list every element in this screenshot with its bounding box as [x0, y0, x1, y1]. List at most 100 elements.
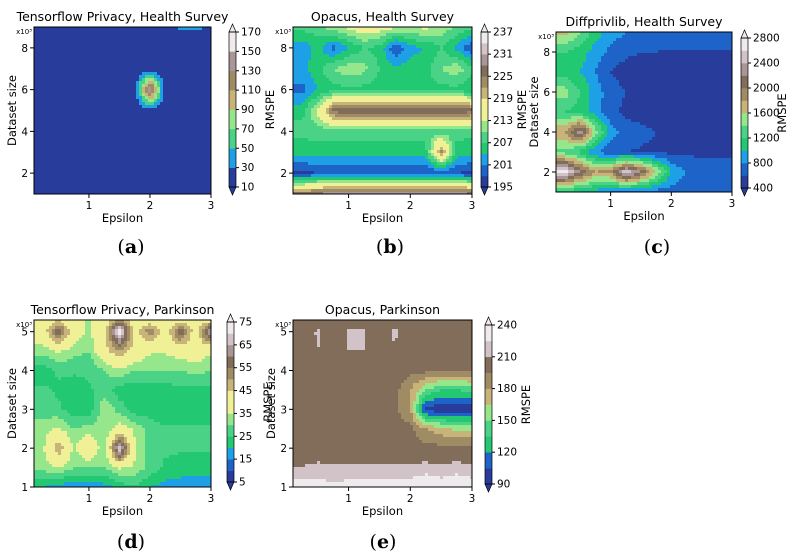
contour-cell	[142, 36, 145, 39]
contour-cell	[130, 39, 133, 42]
contour-cell	[455, 84, 458, 87]
contour-cell	[49, 33, 52, 36]
contour-cell	[40, 114, 43, 117]
contour-cell	[428, 54, 431, 57]
contour-cell	[109, 114, 112, 117]
contour-cell	[299, 93, 302, 96]
contour-cell	[139, 174, 142, 177]
contour-cell	[341, 39, 344, 42]
contour-cell	[296, 51, 299, 54]
contour-cell	[380, 102, 383, 105]
contour-cell	[428, 66, 431, 69]
contour-cell	[55, 90, 58, 93]
contour-cell	[338, 30, 341, 33]
contour-cell	[383, 90, 386, 93]
contour-cell	[82, 60, 85, 63]
contour-cell	[181, 168, 184, 171]
contour-cell	[40, 189, 43, 192]
contour-cell	[196, 84, 199, 87]
contour-cell	[314, 96, 317, 99]
contour-cell	[133, 186, 136, 189]
contour-cell	[172, 147, 175, 150]
contour-cell	[202, 120, 205, 123]
contour-cell	[178, 96, 181, 99]
contour-cell	[356, 36, 359, 39]
contour-cell	[175, 126, 178, 129]
contour-cell	[175, 72, 178, 75]
contour-cell	[338, 84, 341, 87]
contour-cell	[347, 60, 350, 63]
contour-cell	[133, 150, 136, 153]
contour-cell	[73, 120, 76, 123]
contour-cell	[413, 72, 416, 75]
contour-cell	[151, 36, 154, 39]
contour-cell	[377, 90, 380, 93]
contour-cell	[91, 174, 94, 177]
contour-cell	[187, 33, 190, 36]
contour-cell	[52, 189, 55, 192]
contour-cell	[434, 93, 437, 96]
contour-cell	[410, 48, 413, 51]
contour-cell	[142, 69, 145, 72]
contour-cell	[398, 42, 401, 45]
contour-cell	[193, 63, 196, 66]
contour-cell	[371, 39, 374, 42]
contour-cell	[178, 57, 181, 60]
contour-cell	[133, 69, 136, 72]
contour-cell	[410, 63, 413, 66]
contour-cell	[205, 72, 208, 75]
contour-cell	[124, 30, 127, 33]
contour-cell	[37, 36, 40, 39]
contour-cell	[184, 189, 187, 192]
contour-cell	[157, 180, 160, 183]
contour-cell	[323, 66, 326, 69]
contour-cell	[350, 45, 353, 48]
contour-cell	[127, 108, 130, 111]
contour-cell	[341, 63, 344, 66]
contour-cell	[422, 57, 425, 60]
contour-cell	[326, 36, 329, 39]
contour-cell	[323, 36, 326, 39]
contour-cell	[329, 48, 332, 51]
contour-cell	[169, 156, 172, 159]
contour-cell	[187, 135, 190, 138]
contour-cell	[404, 105, 407, 108]
contour-cell	[52, 75, 55, 78]
contour-cell	[193, 39, 196, 42]
contour-cell	[166, 177, 169, 180]
contour-cell	[163, 111, 166, 114]
contour-cell	[49, 54, 52, 57]
contour-cell	[76, 147, 79, 150]
contour-cell	[341, 42, 344, 45]
contour-cell	[371, 72, 374, 75]
contour-cell	[136, 114, 139, 117]
contour-cell	[160, 48, 163, 51]
contour-cell	[172, 141, 175, 144]
contour-cell	[404, 36, 407, 39]
contour-cell	[58, 39, 61, 42]
contour-cell	[332, 102, 335, 105]
contour-cell	[145, 45, 148, 48]
contour-cell	[196, 60, 199, 63]
contour-cell	[151, 123, 154, 126]
contour-cell	[302, 30, 305, 33]
contour-cell	[178, 135, 181, 138]
contour-cell	[37, 168, 40, 171]
contour-cell	[380, 48, 383, 51]
contour-cell	[350, 72, 353, 75]
contour-cell	[52, 162, 55, 165]
contour-cell	[43, 132, 46, 135]
contour-cell	[136, 33, 139, 36]
contour-cell	[61, 141, 64, 144]
contour-cell	[82, 168, 85, 171]
contour-cell	[82, 33, 85, 36]
contour-cell	[136, 90, 139, 93]
contour-cell	[410, 90, 413, 93]
contour-cell	[121, 150, 124, 153]
contour-cell	[172, 54, 175, 57]
contour-cell	[43, 99, 46, 102]
contour-cell	[163, 135, 166, 138]
contour-cell	[184, 66, 187, 69]
contour-cell	[100, 72, 103, 75]
contour-cell	[151, 39, 154, 42]
